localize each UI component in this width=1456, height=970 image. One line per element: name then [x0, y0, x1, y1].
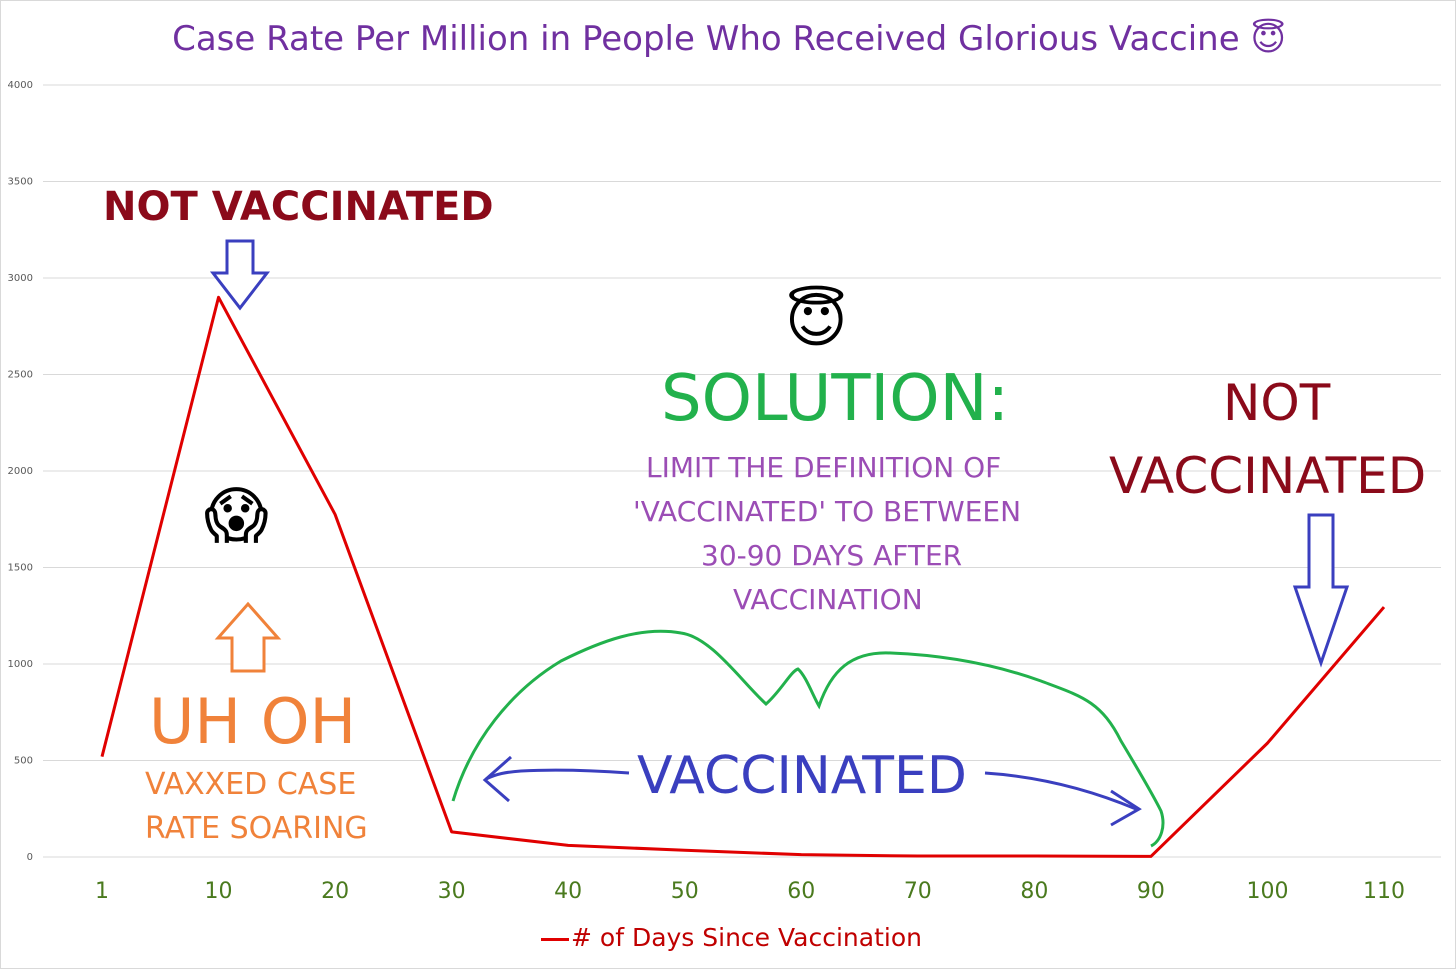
legend-label: # of Days Since Vaccination: [571, 923, 922, 952]
x-tick-label: 110: [1363, 879, 1405, 904]
y-tick-label: 1000: [8, 659, 33, 670]
up-arrow-icon: [218, 604, 278, 671]
vaxxed-line-2: RATE SOARING: [145, 811, 368, 847]
vaxxed-line-1: VAXXED CASE: [145, 767, 356, 803]
x-tick-label: 40: [554, 879, 582, 904]
x-tick-label: 70: [904, 879, 932, 904]
x-tick-label: 20: [321, 879, 349, 904]
down-arrow-right-icon: [1295, 515, 1347, 663]
legend: # of Days Since Vaccination: [541, 923, 922, 952]
halo-emoji-icon: 😇: [785, 285, 848, 357]
definition-line-2: 'VACCINATED' TO BETWEEN: [633, 495, 1021, 529]
x-tick-label: 30: [438, 879, 466, 904]
y-tick-label: 1500: [8, 563, 33, 574]
definition-line-1: LIMIT THE DEFINITION OF: [646, 451, 1001, 485]
definition-line-3: 30-90 DAYS AFTER: [701, 539, 962, 573]
y-tick-label: 500: [14, 756, 33, 767]
green-bracket-arc: [453, 631, 1163, 846]
right-arrow-head: [1111, 791, 1139, 825]
definition-line-4: VACCINATION: [733, 583, 923, 617]
y-tick-label: 0: [27, 852, 33, 863]
x-tick-label: 1: [95, 879, 109, 904]
y-tick-label: 2500: [8, 370, 33, 381]
y-tick-label: 3000: [8, 273, 33, 284]
x-tick-label: 90: [1137, 879, 1165, 904]
vaccinated-label: VACCINATED: [637, 745, 967, 807]
uh-oh-label: UH OH: [149, 685, 356, 759]
left-arrow-line: [486, 770, 629, 779]
y-axis-ticks: 0 500 1000 1500 2000 2500 3000 3500 4000: [8, 80, 33, 863]
y-tick-label: 3500: [8, 177, 33, 188]
x-tick-label: 60: [787, 879, 815, 904]
x-tick-label: 10: [205, 879, 233, 904]
x-tick-label: 100: [1246, 879, 1288, 904]
not-vaccinated-right-line1: NOT: [1223, 373, 1330, 433]
not-vaccinated-left-label: NOT VACCINATED: [103, 183, 494, 231]
solution-heading: SOLUTION:: [661, 361, 1009, 438]
x-tick-label: 80: [1020, 879, 1048, 904]
y-tick-label: 2000: [8, 466, 33, 477]
legend-line-swatch: [541, 938, 569, 941]
y-tick-label: 4000: [8, 80, 33, 91]
down-arrow-icon: [213, 241, 267, 308]
x-tick-label: 50: [671, 879, 699, 904]
not-vaccinated-right-line2: VACCINATED: [1109, 446, 1426, 506]
scream-emoji-icon: 😱: [204, 479, 269, 553]
